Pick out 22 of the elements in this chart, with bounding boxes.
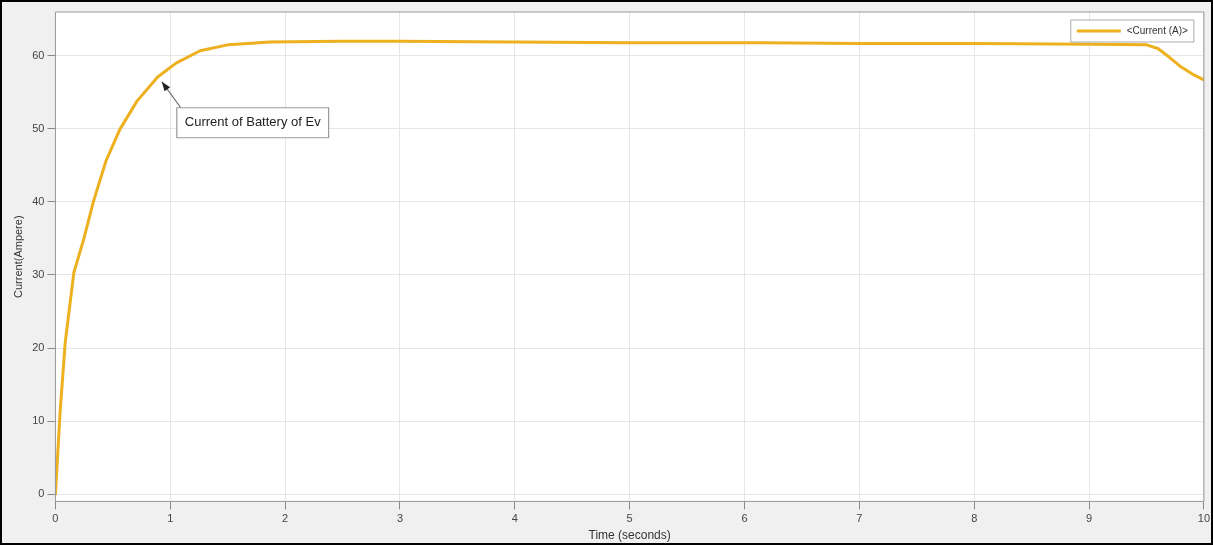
x-axis-title: Time (seconds) xyxy=(588,528,671,543)
y-axis-title: Current(Ampere) xyxy=(11,215,24,298)
y-tick-label: 40 xyxy=(32,194,45,207)
x-tick-label: 4 xyxy=(511,512,518,525)
annotation: Current of Battery of Ev xyxy=(184,114,322,130)
y-tick-label: 60 xyxy=(32,48,45,61)
legend-label: <Current (A)> xyxy=(1126,24,1189,36)
y-tick-label: 50 xyxy=(32,121,45,134)
x-tick-label: 5 xyxy=(626,512,633,525)
x-tick-label: 9 xyxy=(1085,512,1093,525)
x-tick-label: 10 xyxy=(1197,512,1211,525)
y-tick-label: 30 xyxy=(32,267,45,280)
x-tick-label: 3 xyxy=(396,512,404,525)
x-tick-label: 1 xyxy=(167,512,174,525)
y-tick-label: 0 xyxy=(38,487,45,500)
x-tick-label: 6 xyxy=(741,512,748,525)
y-tick-label: 20 xyxy=(32,341,45,354)
x-tick-label: 2 xyxy=(282,512,289,525)
x-tick-label: 7 xyxy=(856,512,863,525)
x-tick-label: 0 xyxy=(52,512,59,525)
y-tick-label: 10 xyxy=(32,414,45,427)
x-tick-label: 8 xyxy=(971,512,978,525)
